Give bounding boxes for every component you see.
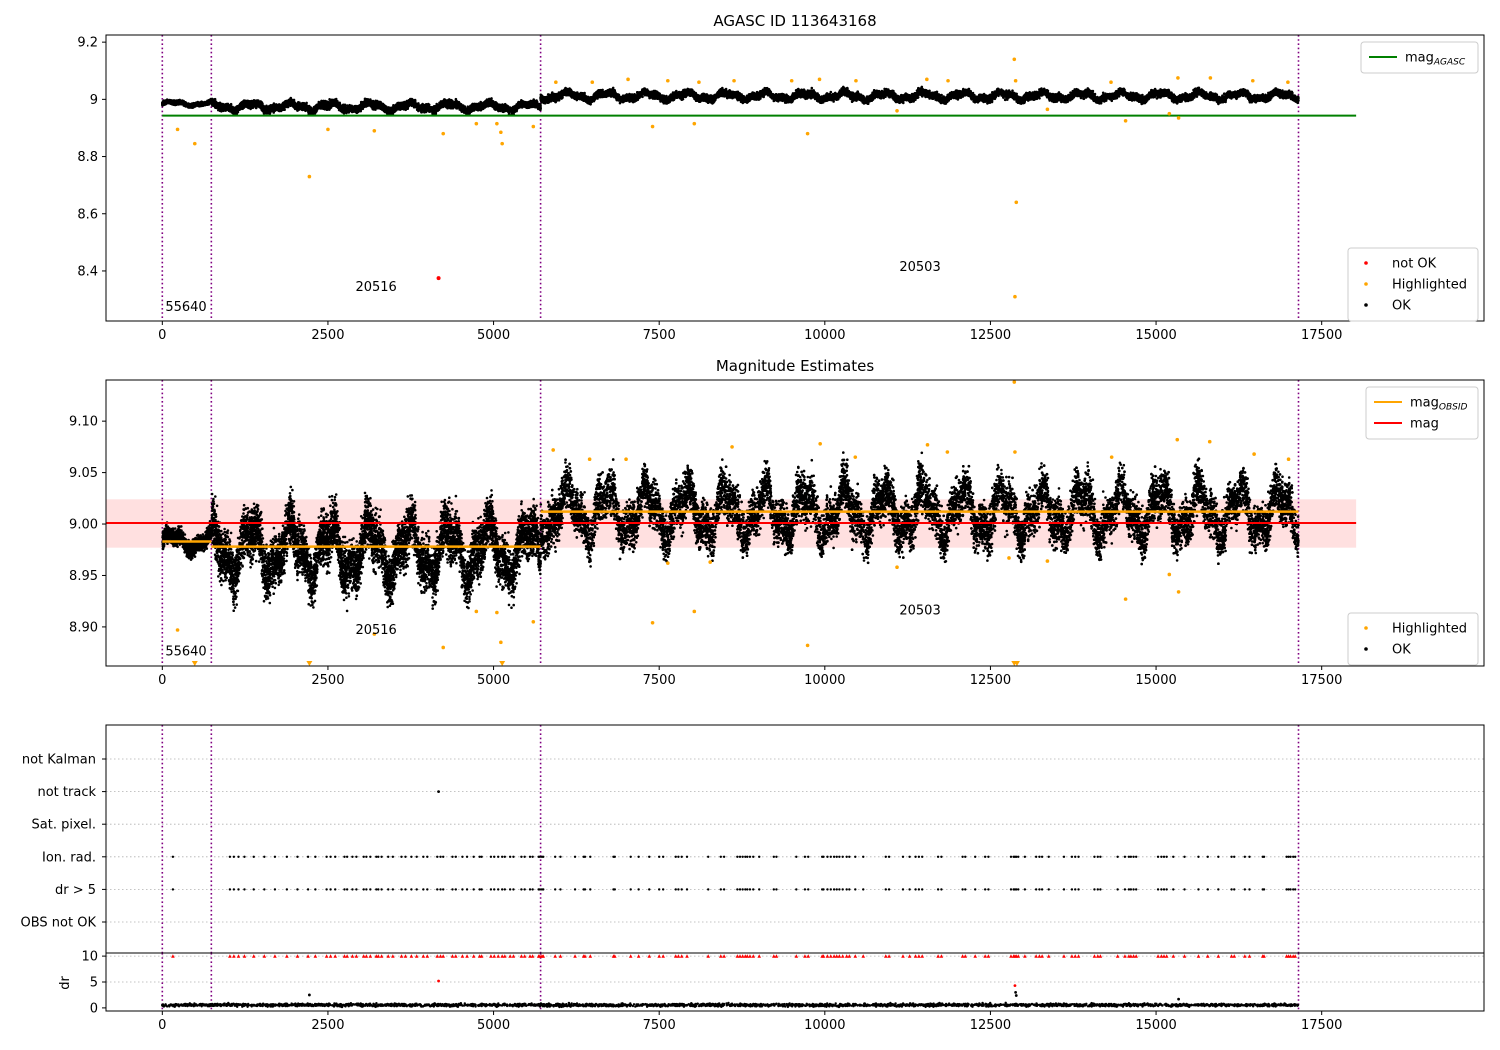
ok-point [177, 101, 180, 104]
ok-point [166, 100, 169, 103]
ok-point [200, 104, 203, 108]
ok-point [195, 102, 198, 106]
ok-point [187, 104, 191, 108]
ok-point [179, 102, 182, 105]
panel1-title: AGASC ID 113643168 [713, 12, 876, 30]
ok-point [161, 102, 164, 106]
ok-point [198, 101, 202, 105]
ok-point [201, 101, 205, 104]
ok-point [190, 102, 194, 105]
ok-point [164, 102, 168, 106]
ok-point [174, 101, 177, 104]
ok-point [184, 104, 188, 108]
ok-point [185, 102, 188, 105]
ok-point [376, 99, 379, 103]
ok-point [206, 100, 210, 103]
ok-point [181, 101, 184, 105]
